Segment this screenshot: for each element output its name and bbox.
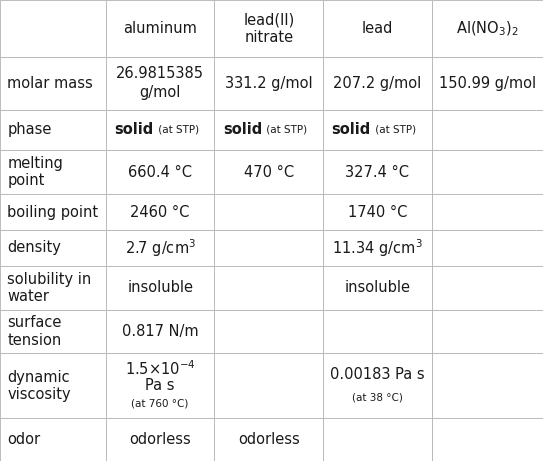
Bar <box>214 310 323 354</box>
Text: dynamic
viscosity: dynamic viscosity <box>8 370 71 402</box>
Text: melting
point: melting point <box>8 156 64 189</box>
Bar <box>323 266 432 310</box>
Bar <box>214 0 323 57</box>
Text: g/mol: g/mol <box>140 85 181 100</box>
Bar <box>0 354 106 418</box>
Text: 11.34 g/cm$^3$: 11.34 g/cm$^3$ <box>332 237 423 259</box>
Bar <box>106 418 214 461</box>
Bar <box>214 266 323 310</box>
Bar <box>432 150 543 194</box>
Text: 207.2 g/mol: 207.2 g/mol <box>333 76 421 91</box>
Text: (at STP): (at STP) <box>155 125 199 135</box>
Bar <box>214 194 323 230</box>
Bar <box>214 418 323 461</box>
Bar <box>323 57 432 110</box>
Text: density: density <box>8 241 61 255</box>
Bar <box>214 110 323 150</box>
Bar <box>323 230 432 266</box>
Text: 660.4 °C: 660.4 °C <box>128 165 192 180</box>
Text: 26.9815385: 26.9815385 <box>116 66 204 82</box>
Text: solubility in
water: solubility in water <box>8 272 92 304</box>
Bar <box>106 230 214 266</box>
Bar <box>323 354 432 418</box>
Text: 2.7 g/cm$^3$: 2.7 g/cm$^3$ <box>125 237 195 259</box>
Bar <box>214 230 323 266</box>
Bar <box>432 110 543 150</box>
Text: 0.817 N/m: 0.817 N/m <box>122 324 199 339</box>
Text: Pa s: Pa s <box>146 378 175 393</box>
Bar <box>432 57 543 110</box>
Bar <box>323 194 432 230</box>
Text: 327.4 °C: 327.4 °C <box>345 165 409 180</box>
Bar <box>323 150 432 194</box>
Bar <box>214 57 323 110</box>
Text: 331.2 g/mol: 331.2 g/mol <box>225 76 313 91</box>
Text: solid: solid <box>223 123 262 137</box>
Text: 1740 °C: 1740 °C <box>348 205 407 219</box>
Bar <box>0 194 106 230</box>
Text: lead: lead <box>362 21 393 36</box>
Text: solid: solid <box>332 123 371 137</box>
Text: (at STP): (at STP) <box>263 125 307 135</box>
Text: odorless: odorless <box>129 432 191 447</box>
Bar <box>323 418 432 461</box>
Bar <box>214 354 323 418</box>
Bar <box>0 310 106 354</box>
Bar <box>0 266 106 310</box>
Bar <box>432 418 543 461</box>
Text: surface
tension: surface tension <box>8 315 62 348</box>
Bar <box>106 150 214 194</box>
Text: lead(II)
nitrate: lead(II) nitrate <box>243 12 294 45</box>
Bar <box>0 57 106 110</box>
Text: 2460 °C: 2460 °C <box>130 205 190 219</box>
Bar <box>106 57 214 110</box>
Text: aluminum: aluminum <box>123 21 197 36</box>
Bar <box>214 150 323 194</box>
Text: (at 760 °C): (at 760 °C) <box>131 398 189 408</box>
Bar <box>432 230 543 266</box>
Text: odor: odor <box>8 432 41 447</box>
Text: Al(NO$_3$)$_2$: Al(NO$_3$)$_2$ <box>456 19 519 38</box>
Text: 470 °C: 470 °C <box>244 165 294 180</box>
Bar <box>0 0 106 57</box>
Bar <box>0 230 106 266</box>
Bar <box>106 266 214 310</box>
Text: (at 38 °C): (at 38 °C) <box>352 392 403 402</box>
Text: solid: solid <box>115 123 154 137</box>
Text: phase: phase <box>8 123 52 137</box>
Bar <box>106 310 214 354</box>
Bar <box>106 354 214 418</box>
Bar <box>106 0 214 57</box>
Text: 1.5×10$^{-4}$: 1.5×10$^{-4}$ <box>125 359 195 378</box>
Bar <box>432 266 543 310</box>
Text: 0.00183 Pa s: 0.00183 Pa s <box>330 366 425 382</box>
Bar <box>432 194 543 230</box>
Text: insoluble: insoluble <box>344 280 411 295</box>
Bar <box>432 310 543 354</box>
Text: boiling point: boiling point <box>8 205 98 219</box>
Bar <box>0 150 106 194</box>
Text: insoluble: insoluble <box>127 280 193 295</box>
Bar <box>432 354 543 418</box>
Bar <box>106 194 214 230</box>
Bar <box>323 0 432 57</box>
Bar <box>323 110 432 150</box>
Bar <box>323 310 432 354</box>
Bar <box>106 110 214 150</box>
Text: 150.99 g/mol: 150.99 g/mol <box>439 76 536 91</box>
Text: odorless: odorless <box>238 432 300 447</box>
Text: (at STP): (at STP) <box>372 125 416 135</box>
Bar <box>0 418 106 461</box>
Bar <box>432 0 543 57</box>
Bar <box>0 110 106 150</box>
Text: molar mass: molar mass <box>8 76 93 91</box>
